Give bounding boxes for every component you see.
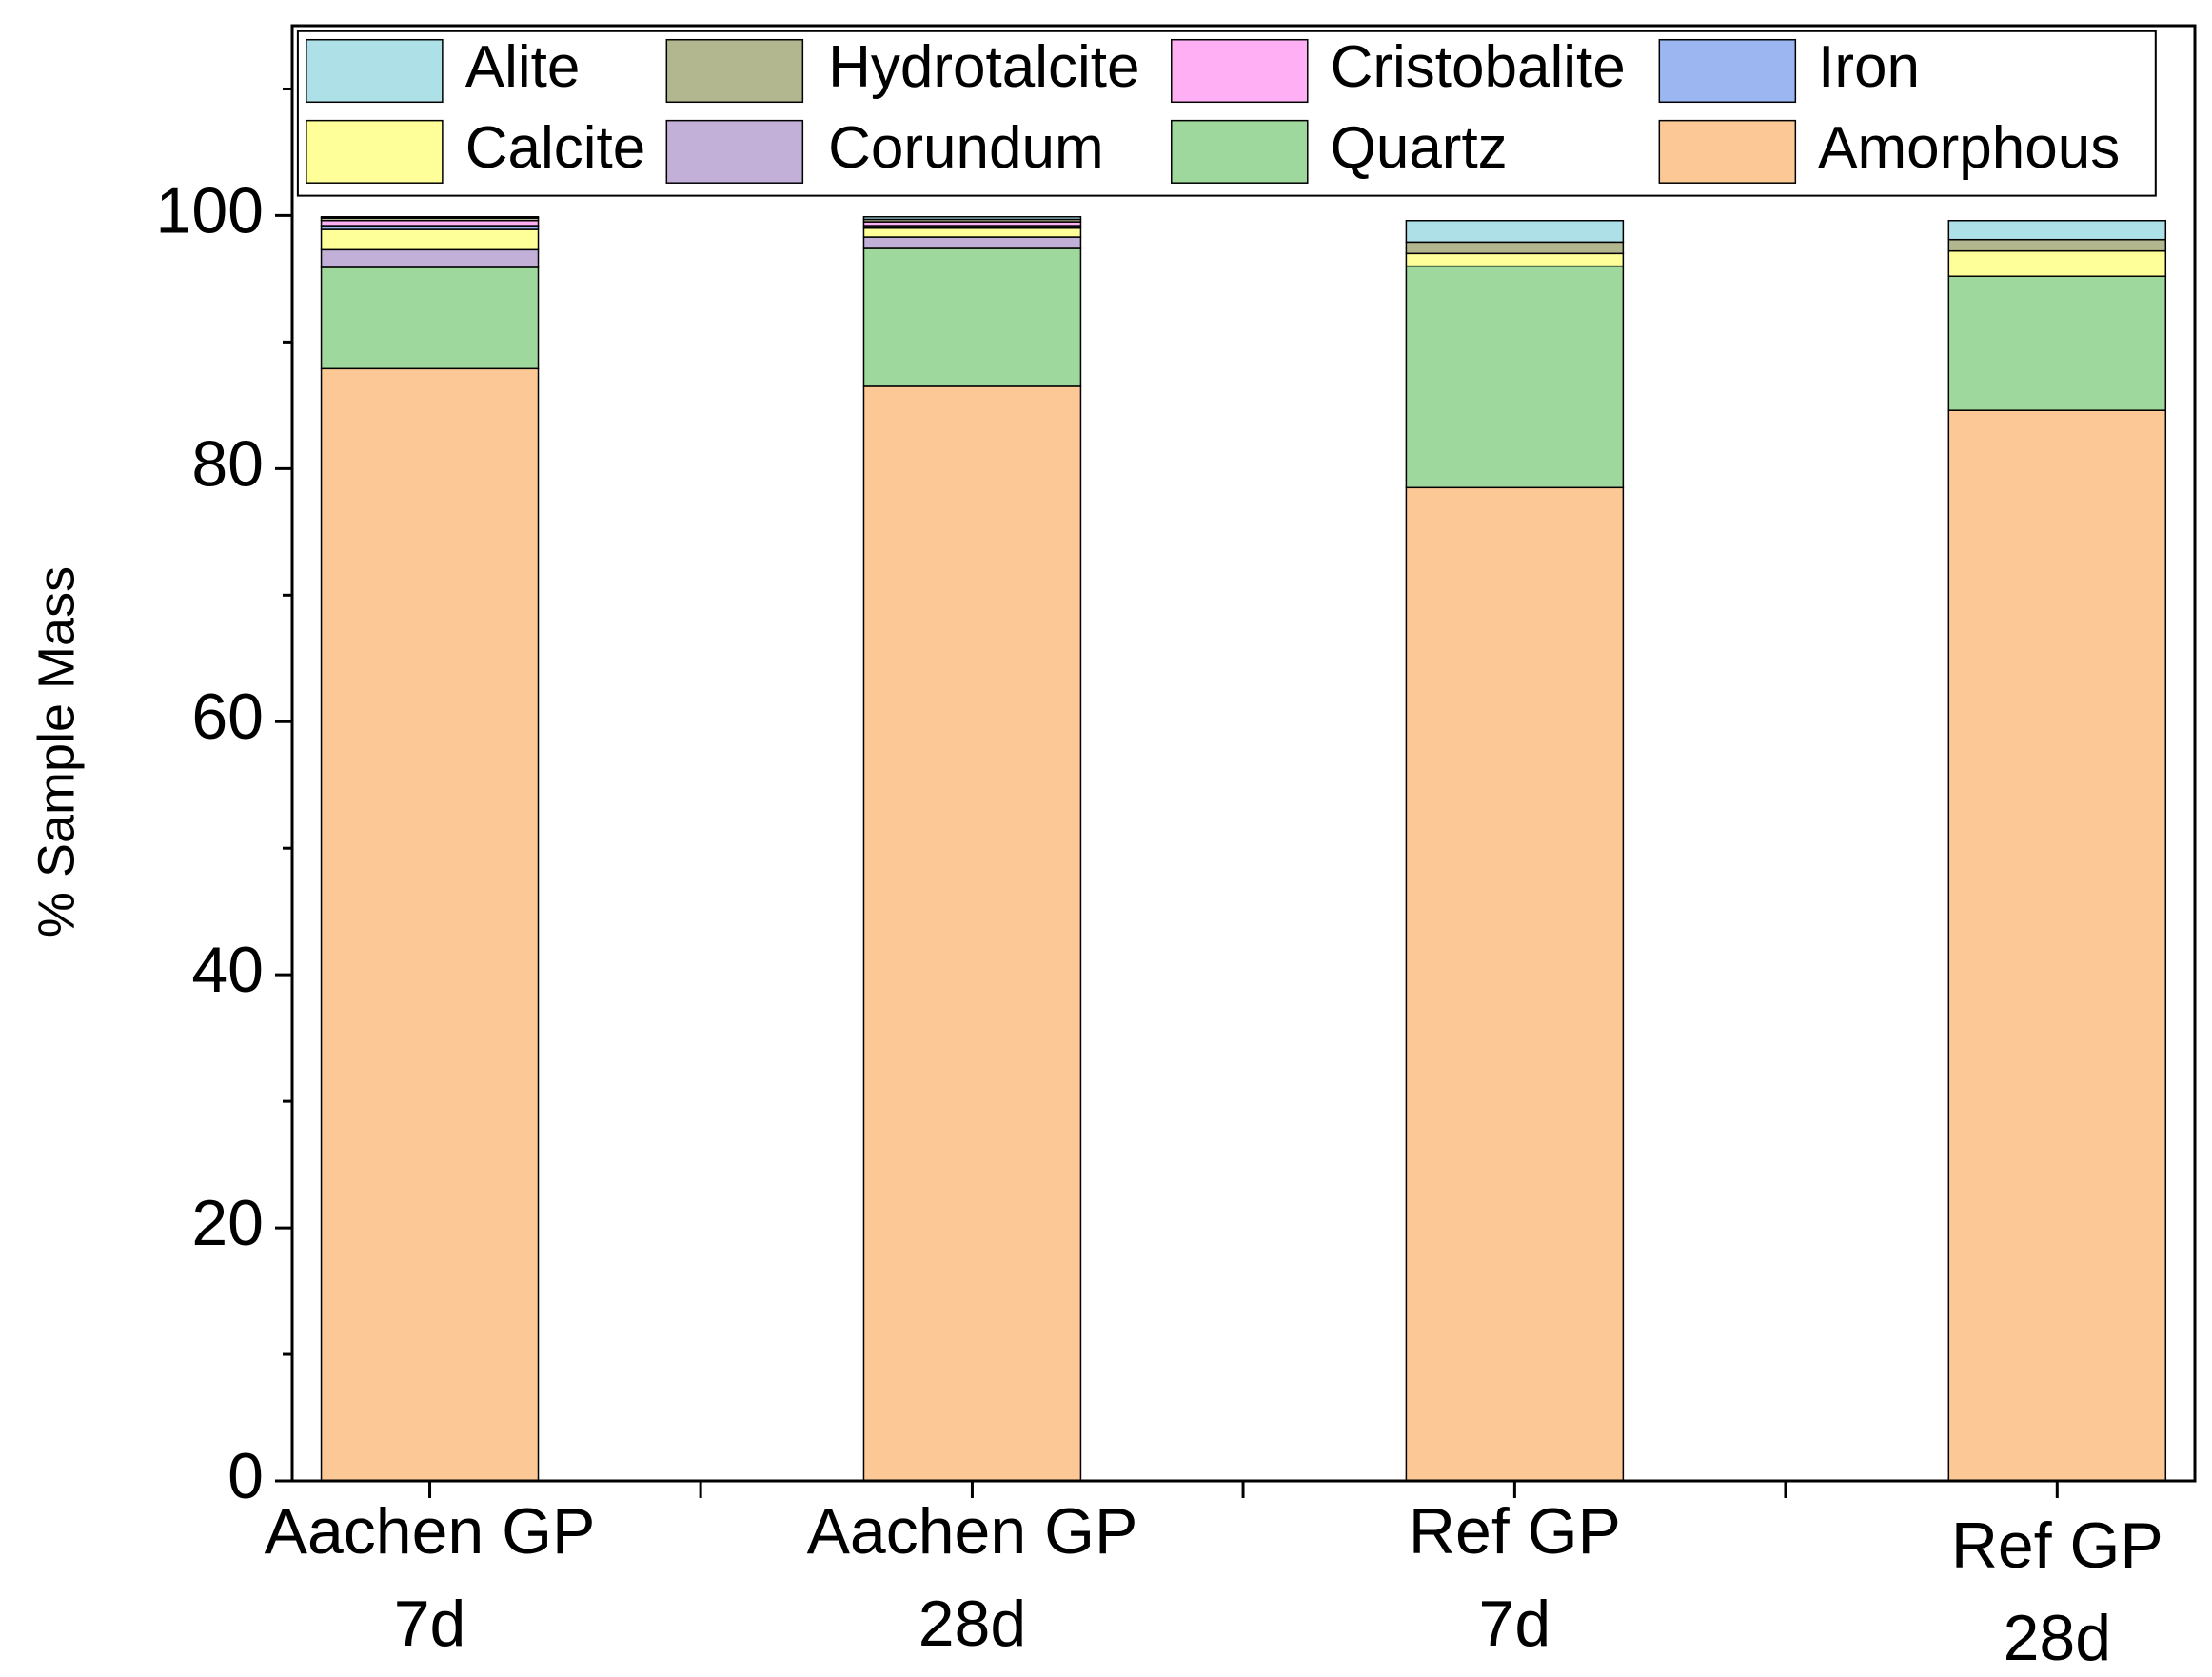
y-tick-label: 20 bbox=[191, 1187, 264, 1259]
x-tick-label: 7d bbox=[394, 1588, 466, 1660]
legend-label: Hydrotalcite bbox=[828, 34, 1139, 100]
legend-swatch bbox=[1170, 119, 1309, 184]
bar-segment bbox=[1405, 241, 1625, 255]
y-axis-title: % Sample Mass bbox=[28, 566, 85, 937]
legend-label: Amorphous bbox=[1818, 115, 2120, 181]
bar-segment bbox=[862, 236, 1082, 249]
y-tick-label: 100 bbox=[156, 174, 264, 247]
bar-segment bbox=[862, 216, 1082, 221]
legend-swatch bbox=[665, 38, 804, 104]
x-tick-label: 28d bbox=[918, 1588, 1026, 1660]
x-tick-label: Aachen GP bbox=[807, 1495, 1138, 1568]
legend-label: Corundum bbox=[828, 115, 1103, 181]
bar-segment bbox=[1405, 486, 1625, 1482]
legend-label: Alite bbox=[465, 34, 581, 100]
y-tick-label: 60 bbox=[191, 681, 264, 753]
y-tick-label: 0 bbox=[227, 1440, 264, 1512]
y-tick-label: 40 bbox=[191, 934, 264, 1006]
bar-segment bbox=[320, 228, 540, 251]
bar-segment bbox=[320, 248, 540, 268]
legend-swatch bbox=[306, 119, 444, 184]
bar-segment bbox=[862, 385, 1082, 1482]
y-tick-label: 80 bbox=[191, 427, 264, 500]
bar-segment bbox=[1947, 249, 2167, 278]
legend-label: Iron bbox=[1818, 34, 1920, 100]
bar-segment bbox=[1947, 238, 2167, 252]
legend-label: Quartz bbox=[1331, 115, 1508, 181]
bar-segment bbox=[1947, 409, 2167, 1482]
legend-swatch bbox=[1658, 119, 1797, 184]
x-tick-label: Aachen GP bbox=[265, 1495, 596, 1568]
legend-swatch bbox=[665, 119, 804, 184]
legend-swatch bbox=[306, 38, 444, 104]
bar-segment bbox=[862, 247, 1082, 387]
bar-segment bbox=[320, 220, 540, 227]
legend-label: Calcite bbox=[465, 115, 646, 181]
x-tick-label: Ref GP bbox=[1409, 1495, 1621, 1568]
bar-segment bbox=[1405, 252, 1625, 267]
x-tick-label: 7d bbox=[1479, 1588, 1551, 1660]
bar-segment bbox=[1947, 220, 2167, 241]
bar-segment bbox=[862, 227, 1082, 238]
legend-label: Cristobalite bbox=[1331, 34, 1626, 100]
bar-segment bbox=[1947, 275, 2167, 411]
legend-swatch bbox=[1658, 38, 1797, 104]
legend-swatch bbox=[1170, 38, 1309, 104]
bar-segment bbox=[1405, 220, 1625, 244]
bar-segment bbox=[320, 266, 540, 370]
bar-segment bbox=[320, 216, 540, 219]
bar-segment bbox=[320, 367, 540, 1482]
bar-segment bbox=[1405, 265, 1625, 489]
x-tick-label: Ref GP bbox=[1951, 1509, 2163, 1582]
x-tick-label: 28d bbox=[2004, 1602, 2111, 1674]
plot-frame bbox=[290, 24, 2197, 1483]
